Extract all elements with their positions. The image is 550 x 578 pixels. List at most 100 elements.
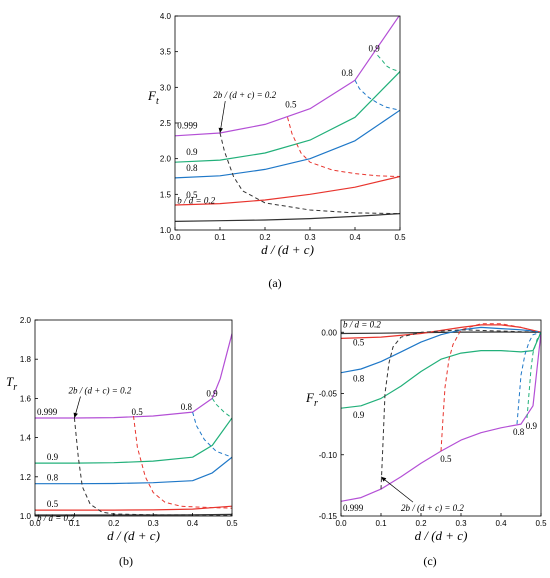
x-tick-label: 0.0 — [169, 233, 181, 242]
y-tick-label: -0.15 — [319, 512, 338, 521]
curve-label: b / d = 0.2 — [343, 319, 381, 329]
series-line-b-d-0-999 — [35, 333, 232, 419]
curve-label: 0.8 — [181, 402, 193, 412]
x-tick-label: 0.2 — [259, 233, 271, 242]
y-tick-label: 1.0 — [160, 226, 172, 235]
curve-label: 0.9 — [47, 452, 59, 462]
series-line-b-d-0-8 — [341, 326, 541, 374]
curve-label: 0.8 — [353, 373, 365, 383]
x-tick-label: 0.1 — [69, 519, 81, 528]
y-tick-label: 1.2 — [20, 473, 32, 482]
panel-b: 0.0 0.1 0.2 0.3 0.4 0.5 1.0 1.2 1.4 1.6 1.8 2.0 Tr d … — [6, 316, 238, 568]
panel-c: 0.0 0.1 0.2 0.3 0.4 0.5 -0.15 -0.10 -0.05 0.00 Fr d… — [305, 319, 547, 568]
dashed-series-b-d-0-5 — [440, 323, 541, 452]
y-tick-label: -0.10 — [319, 451, 338, 460]
y-axis-label: Tr — [6, 374, 17, 393]
panel-caption: (c) — [423, 554, 436, 568]
dashed-series-b-d-0-8 — [354, 79, 400, 111]
dashed-series-b-d-0-2 — [380, 329, 541, 490]
x-tick-label: 0.1 — [375, 519, 387, 528]
annotation-arrow-line — [380, 476, 414, 503]
y-tick-label: 2.0 — [160, 155, 172, 164]
x-tick-label: 0.4 — [187, 519, 199, 528]
x-tick-label: 0.5 — [535, 519, 547, 528]
curve-label: 0.5 — [47, 499, 59, 509]
dashed-series-b-d-0-2 — [73, 417, 232, 516]
curve-label: 0.5 — [186, 190, 198, 200]
dashed-series-b-d-0-9 — [211, 398, 232, 419]
series-line-b-d-0-2 — [341, 331, 541, 335]
series-line-b-d-0-8 — [175, 109, 400, 179]
curve-label: 0.8 — [47, 473, 59, 483]
annotation-arrow-line — [219, 100, 226, 134]
curve-label: 0.999 — [177, 121, 198, 131]
x-tick-label: 0.5 — [226, 519, 238, 528]
dashed-series-b-d-0-2 — [219, 132, 400, 215]
y-tick-label: 1.6 — [20, 394, 32, 403]
dashed-series-b-d-0-5 — [287, 117, 400, 177]
y-axis-label-main: F — [147, 88, 157, 103]
x-tick-label: 0.4 — [349, 233, 361, 242]
annotation-arrow-label: 2b / (d + c) = 0.2 — [68, 386, 131, 396]
dashed-series-b-d-0-8 — [192, 411, 232, 458]
series-line-b-d-0-5 — [175, 175, 400, 206]
panel-caption: (a) — [268, 276, 281, 290]
annotation-arrow-head — [73, 412, 78, 418]
curve-label: 0.999 — [37, 407, 58, 417]
series-line-b-d-0-5 — [35, 505, 232, 511]
x-tick-label: 0.2 — [108, 519, 120, 528]
y-axis-label-sub: r — [314, 398, 318, 409]
y-axis-label-main: T — [6, 374, 14, 389]
y-tick-label: 3.5 — [160, 48, 172, 57]
x-tick-label: 0.4 — [495, 519, 507, 528]
y-tick-label: 1.0 — [20, 512, 32, 521]
panel-caption: (b) — [119, 554, 133, 568]
plot-frame — [340, 319, 542, 517]
curve-label: 0.5 — [353, 338, 365, 348]
x-tick-label: 0.3 — [455, 519, 467, 528]
curve-label: b / d = 0.2 — [37, 513, 75, 523]
annotation-arrow-label: 2b / (d + c) = 0.2 — [213, 90, 276, 100]
curve-label: 0.9 — [186, 147, 198, 157]
curve-label: 0.5 — [440, 454, 452, 464]
curve-label: 0.5 — [132, 407, 144, 417]
x-tick-label: 0.0 — [29, 519, 41, 528]
series-line-b-d-0-9 — [341, 332, 541, 409]
x-axis-label: d / (d + c) — [261, 242, 314, 257]
x-tick-label: 0.1 — [214, 233, 226, 242]
curve-label: 0.8 — [186, 163, 198, 173]
annotation-arrow-head — [218, 127, 223, 133]
series-line-b-d-0-999 — [341, 332, 541, 502]
y-tick-label: 0.00 — [321, 328, 337, 337]
curve-label: 0.999 — [343, 503, 364, 513]
curve-label: 0.8 — [513, 427, 525, 437]
x-tick-label: 0.2 — [415, 519, 427, 528]
series-group — [175, 16, 400, 222]
series-line-b-d-0-2 — [175, 213, 400, 222]
y-tick-label: 4.0 — [160, 12, 172, 21]
y-tick-label: 1.4 — [20, 434, 32, 443]
x-axis-label: d / (d + c) — [107, 528, 160, 543]
y-tick-label: 2.5 — [160, 119, 172, 128]
y-tick-label: 1.8 — [20, 355, 32, 364]
panel-a: 0.0 0.1 0.2 0.3 0.4 0.5 1.0 1.5 2.0 2.5 3.0 3.5 4.0 F… — [147, 12, 406, 290]
y-tick-label: 1.5 — [160, 190, 172, 199]
curve-label: 0.9 — [526, 421, 538, 431]
plot-frame — [34, 319, 233, 517]
dashed-series-b-d-0-9 — [526, 332, 541, 419]
dashed-series-b-d-0-9 — [377, 54, 400, 73]
y-tick-label: 2.0 — [20, 316, 32, 325]
curve-label: b / d = 0.2 — [177, 196, 215, 206]
curve-label: 0.9 — [369, 44, 381, 54]
annotation-arrow-label: 2b / (d + c) = 0.2 — [401, 503, 464, 513]
series-line-b-d-0-9 — [175, 71, 400, 163]
x-tick-label: 0.5 — [394, 233, 406, 242]
series-line-b-d-0-8 — [35, 456, 232, 485]
dashed-series-b-d-0-8 — [516, 331, 541, 425]
y-axis-label-main: F — [305, 390, 315, 405]
x-tick-label: 0.3 — [148, 519, 160, 528]
series-line-b-d-0-999 — [175, 16, 400, 137]
x-tick-label: 0.0 — [335, 519, 347, 528]
